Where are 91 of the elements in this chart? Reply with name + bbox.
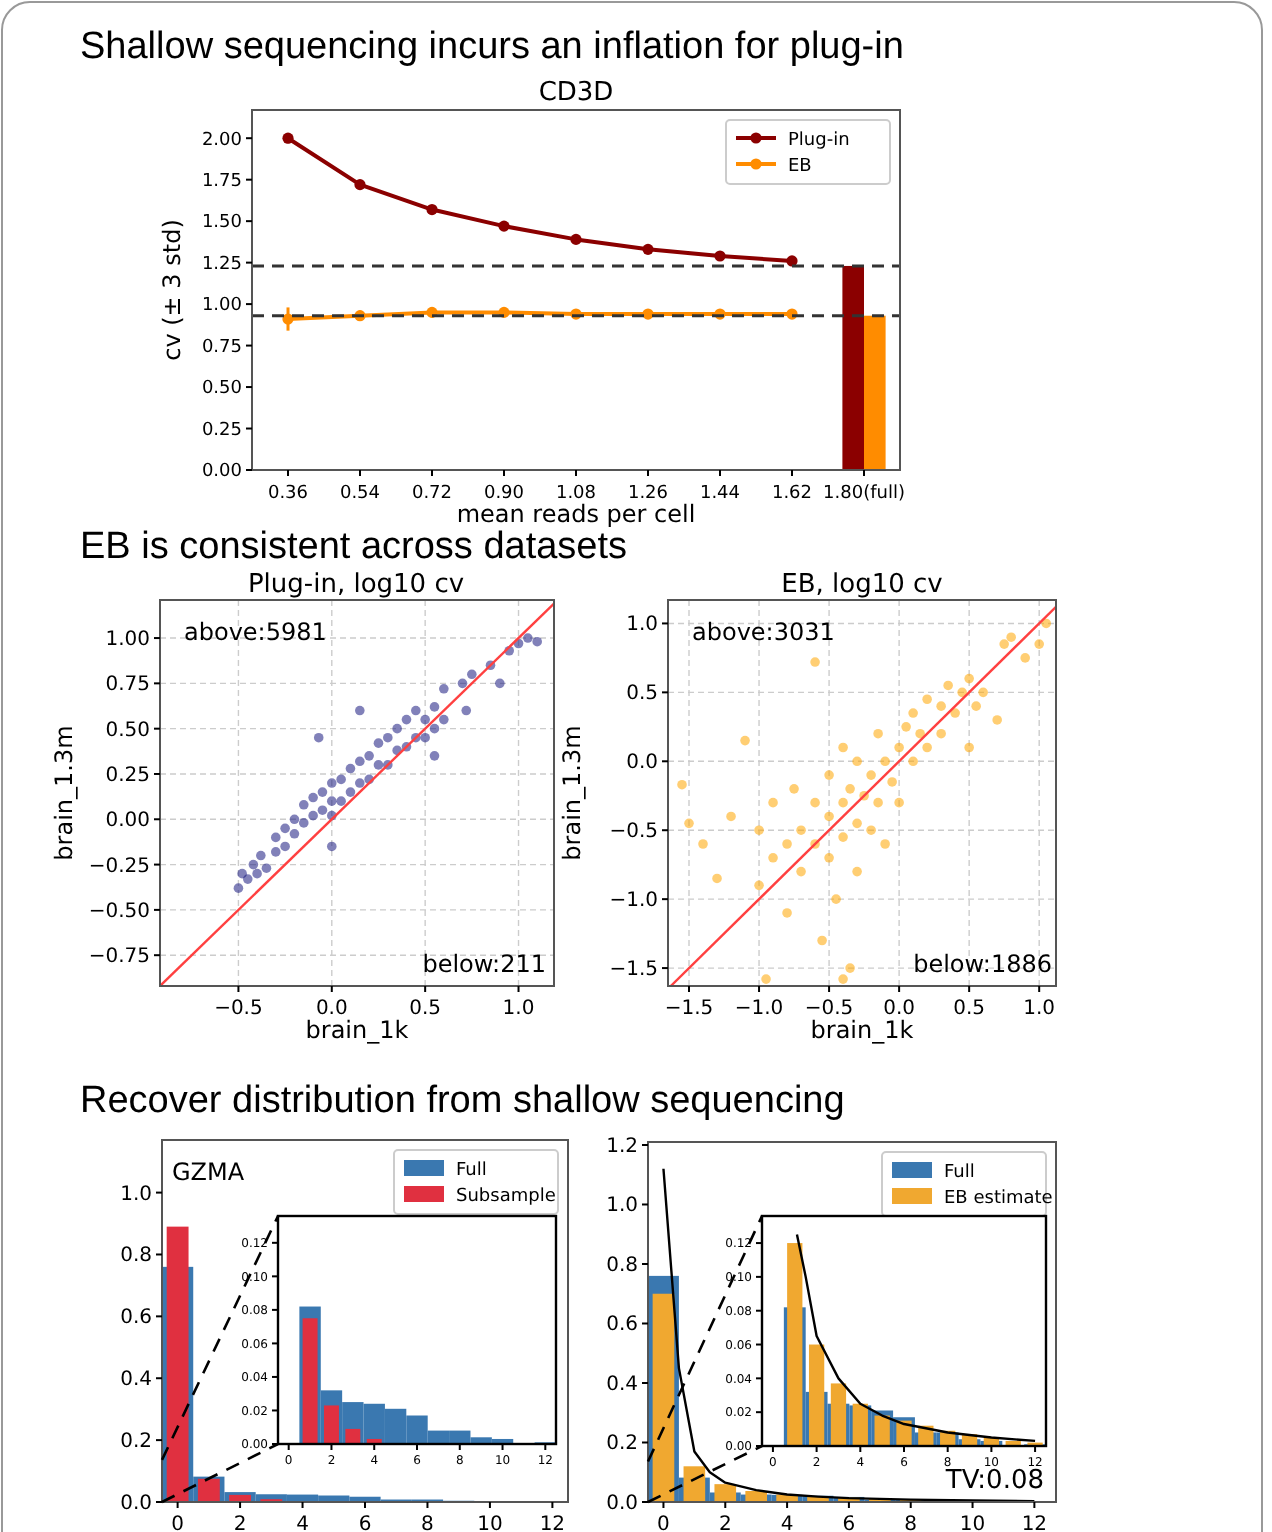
y-tick-label: 0.2 — [606, 1433, 638, 1456]
x-tick-label: −0.5 — [804, 998, 854, 1020]
x-tick-label: 0.5 — [953, 998, 986, 1020]
annotation: below:1886 — [913, 950, 1052, 978]
legend-label: Full — [456, 1161, 487, 1181]
y-tick-label: 0.0 — [626, 752, 658, 775]
x-tick-label: 1.08 — [555, 484, 597, 504]
y-tick-label: 0.4 — [120, 1369, 152, 1392]
y-tick-label: −0.5 — [609, 821, 658, 844]
x-axis-title: brain_1k — [305, 1016, 409, 1044]
y-tick-label: 1.0 — [626, 614, 658, 637]
chart-subtitle: CD3D — [538, 78, 614, 108]
y-tick-label: 1.0 — [606, 1195, 638, 1218]
x-tick-label: 1.62 — [771, 484, 813, 504]
x-tick-label: 6 — [842, 1514, 856, 1532]
x-tick-label: 8 — [904, 1514, 918, 1532]
annotation: TV:0.08 — [943, 1466, 1044, 1496]
y-tick-label: −1.5 — [609, 959, 658, 982]
legend-label: EB — [788, 157, 812, 177]
x-tick-label: 1.80(full) — [823, 484, 905, 504]
y-tick-label: 2.00 — [201, 130, 243, 151]
x-axis-title: mean reads per cell — [456, 500, 696, 528]
x-tick-label: 1.26 — [627, 484, 669, 504]
y-tick-label: 0.00 — [105, 810, 150, 833]
x-tick-label: 4 — [296, 1514, 309, 1532]
y-axis-title: brain_1.3m — [50, 725, 78, 861]
x-tick-label: 0.72 — [411, 484, 453, 504]
y-tick-label: 0.6 — [120, 1307, 152, 1330]
y-tick-label: −0.75 — [88, 946, 150, 969]
y-tick-label: 0.50 — [201, 379, 243, 400]
x-tick-label: 0.5 — [409, 998, 442, 1020]
x-tick-label: 1.0 — [1023, 998, 1056, 1020]
y-tick-label: 0.75 — [105, 674, 150, 697]
y-tick-label: 0.00 — [201, 462, 243, 483]
x-tick-label: 1.44 — [699, 484, 741, 504]
y-tick-label: 0.8 — [120, 1245, 152, 1268]
x-tick-label: 4 — [780, 1514, 794, 1532]
x-tick-label: 10 — [959, 1514, 986, 1532]
x-tick-label: 12 — [539, 1514, 566, 1532]
y-tick-label: 1.75 — [201, 171, 242, 192]
y-tick-label: 0.6 — [606, 1314, 638, 1337]
annotation: above:3031 — [692, 618, 835, 646]
x-tick-label: 8 — [421, 1514, 434, 1532]
legend-label: Subsample — [456, 1187, 557, 1207]
y-tick-label: −0.25 — [88, 855, 150, 878]
chart-title: Shallow sequencing incurs an inflation for plug-in — [80, 26, 904, 68]
y-tick-label: 0.25 — [201, 420, 242, 441]
annotation: GZMA — [172, 1158, 246, 1186]
x-tick-label: 10 — [477, 1514, 503, 1532]
x-tick-label: 0.36 — [267, 484, 309, 504]
y-tick-label: 1.00 — [105, 629, 150, 652]
legend-label: EB estimate — [944, 1189, 1054, 1209]
legend-label: Plug-in — [788, 131, 850, 151]
y-tick-label: 1.0 — [120, 1183, 152, 1206]
x-tick-label: 6 — [358, 1514, 372, 1532]
y-tick-label: 0.2 — [120, 1431, 152, 1454]
x-tick-label: 0.0 — [315, 998, 348, 1020]
x-tick-label: 0 — [657, 1514, 670, 1532]
chart-title: EB is consistent across datasets — [80, 526, 628, 568]
y-tick-label: 1.00 — [201, 296, 243, 317]
y-axis-title: brain_1.3m — [558, 725, 586, 861]
chart-title: Recover distribution from shallow sequencing — [80, 1080, 845, 1122]
y-tick-label: 0.0 — [606, 1493, 638, 1515]
y-tick-label: 0.25 — [105, 764, 150, 787]
annotation: below:211 — [422, 950, 546, 978]
legend-label: Full — [944, 1163, 975, 1183]
y-tick-label: 0.8 — [606, 1254, 638, 1277]
y-tick-label: 0.4 — [606, 1373, 638, 1396]
y-tick-label: 0.50 — [105, 719, 150, 742]
annotation: above:5981 — [184, 618, 327, 646]
x-tick-label: 2 — [718, 1514, 732, 1532]
x-tick-label: 0.90 — [483, 484, 525, 504]
y-tick-label: −0.50 — [88, 900, 150, 923]
y-tick-label: 1.25 — [201, 254, 242, 275]
x-tick-label: −1.5 — [664, 998, 714, 1020]
y-tick-label: 0.75 — [201, 337, 242, 358]
y-tick-label: 1.2 — [606, 1135, 638, 1158]
x-tick-label: 0.54 — [339, 484, 381, 504]
y-tick-label: −1.0 — [609, 890, 658, 913]
y-axis-title: cv (± 3 std) — [158, 219, 186, 361]
x-tick-label: 2 — [233, 1514, 247, 1532]
y-tick-label: 0.0 — [120, 1493, 152, 1515]
y-tick-label: 1.50 — [201, 213, 243, 234]
chart-subtitle: Plug-in, log10 cv — [247, 570, 465, 600]
chart-subtitle: EB, log10 cv — [781, 570, 944, 600]
x-tick-label: 0.0 — [883, 998, 916, 1020]
x-tick-label: 0 — [171, 1514, 184, 1532]
x-axis-title: brain_1k — [810, 1016, 914, 1044]
x-tick-label: 1.0 — [502, 998, 535, 1020]
y-tick-label: 0.5 — [626, 683, 658, 706]
x-tick-label: 12 — [1021, 1514, 1048, 1532]
